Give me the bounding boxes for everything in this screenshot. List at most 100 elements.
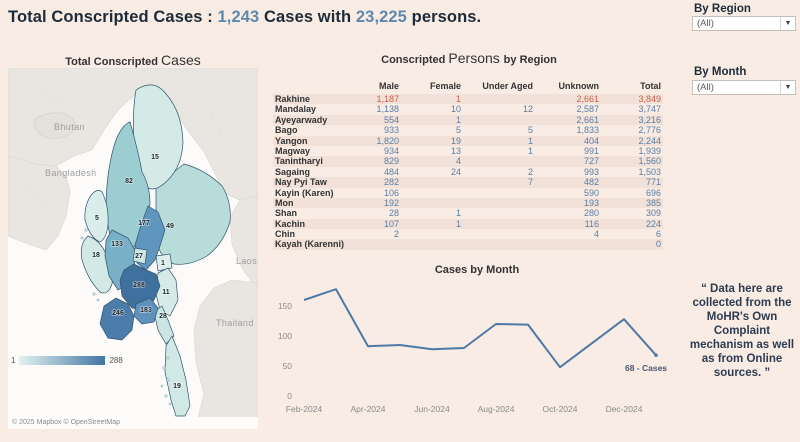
table-row[interactable]: Shan 28 1 280 309 bbox=[273, 208, 663, 218]
table-row[interactable]: Sagaing 484 24 2 993 1,503 bbox=[273, 167, 663, 177]
map-region-tanintharyi[interactable] bbox=[164, 335, 191, 417]
table-row[interactable]: Nay Pyi Taw 282 7 482 771 bbox=[273, 177, 663, 188]
value-cell: 484 bbox=[383, 166, 399, 177]
column-header[interactable]: Male bbox=[378, 81, 399, 91]
column-header[interactable]: Total bbox=[640, 81, 661, 91]
table-row[interactable]: Mandalay 1,138 10 12 2,587 3,747 bbox=[273, 104, 663, 114]
cases-line-series[interactable] bbox=[303, 288, 657, 369]
table-row[interactable]: Mon 192 193 385 bbox=[273, 197, 663, 209]
value-cell: 4 bbox=[455, 156, 461, 167]
column-header[interactable]: Unknown bbox=[558, 81, 600, 91]
chevron-down-icon[interactable]: ▼ bbox=[780, 17, 795, 30]
region-case-count: 19 bbox=[173, 383, 181, 390]
value-cell: 385 bbox=[645, 197, 661, 208]
map-region-chin[interactable] bbox=[84, 190, 109, 243]
table-row[interactable]: Bago 933 5 5 1,833 2,776 bbox=[273, 125, 663, 135]
value-cell: 1 bbox=[455, 114, 461, 125]
neighbour-countries bbox=[8, 68, 258, 418]
value-cell: 2,244 bbox=[638, 135, 661, 146]
value-cell: 3,747 bbox=[638, 104, 661, 115]
map-panel: Total Conscripted Cases Bhutan Bangladesh L… bbox=[8, 48, 258, 430]
bhutan-shape bbox=[33, 112, 76, 139]
value-cell: 7 bbox=[527, 177, 533, 188]
myanmar-choropleth-map[interactable]: Bhutan Bangladesh Laos Thailand 49 15 82 5 18 17… bbox=[8, 68, 258, 418]
value-cell: 1 bbox=[455, 218, 461, 229]
value-cell: 192 bbox=[383, 197, 399, 208]
region-name: Shan bbox=[275, 208, 298, 219]
column-header[interactable]: Under Aged bbox=[482, 81, 533, 91]
region-name: Chin bbox=[275, 229, 295, 240]
region-name: Kayin (Karen) bbox=[275, 187, 334, 198]
value-cell: 116 bbox=[584, 218, 599, 229]
value-cell: 482 bbox=[583, 177, 599, 188]
value-cell: 10 bbox=[450, 104, 461, 115]
map-region-mon[interactable] bbox=[153, 305, 175, 345]
legend-gradient-bar bbox=[19, 356, 106, 365]
legend-min: 1 bbox=[11, 356, 16, 365]
map-region-ayeyarwady[interactable] bbox=[99, 297, 135, 341]
map-region-kayin[interactable] bbox=[155, 267, 179, 317]
title-suffix: persons. bbox=[406, 8, 482, 26]
table-row[interactable]: Kachin 107 1 116 224 bbox=[273, 218, 663, 230]
table-row[interactable]: Rakhine 1,187 1 2,661 3,849 bbox=[273, 94, 663, 105]
table-row[interactable]: Tanintharyi 829 4 727 1,560 bbox=[273, 156, 663, 167]
table-row[interactable]: Chin 2 4 6 bbox=[273, 229, 663, 239]
value-cell: 1,560 bbox=[638, 156, 661, 167]
table-row[interactable]: Magway 934 13 1 991 1,939 bbox=[273, 146, 663, 156]
map-region-kayah[interactable] bbox=[155, 253, 173, 272]
country-label: Bangladesh bbox=[45, 168, 97, 178]
value-cell: 554 bbox=[383, 114, 399, 125]
value-cell: 1 bbox=[527, 145, 533, 156]
value-cell: 280 bbox=[583, 208, 599, 219]
table-row[interactable]: Yangon 1,820 19 1 404 2,244 bbox=[273, 135, 663, 146]
x-axis-tick: Jun-2024 bbox=[414, 404, 450, 414]
x-axis-tick: Dec-2024 bbox=[606, 404, 643, 414]
value-cell: 1 bbox=[527, 135, 533, 146]
value-cell: 309 bbox=[645, 208, 661, 219]
last-point-annotation: 68 - Cases bbox=[625, 363, 667, 373]
last-data-point[interactable] bbox=[654, 353, 658, 357]
map-region-yangon[interactable] bbox=[133, 297, 159, 325]
x-axis-tick: Apr-2024 bbox=[351, 404, 386, 414]
region-name: Bago bbox=[275, 125, 298, 136]
x-axis-tick: Oct-2024 bbox=[543, 404, 578, 414]
value-cell: 224 bbox=[645, 218, 661, 229]
admin-borders bbox=[22, 77, 224, 204]
month-filter-dropdown[interactable]: (All) ▼ bbox=[692, 80, 796, 95]
value-cell: 1,820 bbox=[376, 135, 399, 146]
cases-by-month-line-chart[interactable]: 0 50 100 150 Feb-2024 Apr-2024 Jun-2024 Aug-202… bbox=[262, 258, 692, 433]
value-cell: 28 bbox=[388, 208, 399, 219]
region-filter-dropdown[interactable]: (All) ▼ bbox=[692, 16, 796, 31]
y-axis-tick: 150 bbox=[278, 301, 292, 311]
table-row[interactable]: Kayah (Karenni) 0 bbox=[273, 239, 663, 250]
value-cell: 1,187 bbox=[376, 94, 399, 104]
x-axis-tick: Feb-2024 bbox=[286, 404, 323, 414]
legend-max: 288 bbox=[109, 356, 123, 365]
column-header[interactable]: Female bbox=[429, 81, 461, 91]
value-cell: 590 bbox=[583, 187, 599, 198]
map-region-naypyitaw[interactable] bbox=[132, 247, 148, 265]
region-name: Ayeyarwady bbox=[275, 114, 328, 125]
region-case-count: 82 bbox=[125, 178, 133, 185]
region-case-count: 288 bbox=[133, 282, 145, 289]
region-case-count: 27 bbox=[135, 253, 143, 260]
month-filter-value: (All) bbox=[697, 82, 714, 93]
table-row[interactable]: Kayin (Karen) 106 590 696 bbox=[273, 188, 663, 198]
chart-panel: Cases by Month 0 50 100 150 Feb-2024 Apr-2024… bbox=[262, 258, 692, 433]
table-row[interactable]: Ayeyarwady 554 1 2,661 3,216 bbox=[273, 114, 663, 126]
value-cell: 696 bbox=[645, 187, 661, 198]
y-axis-tick: 50 bbox=[283, 361, 293, 371]
value-cell: 282 bbox=[383, 177, 399, 188]
region-name: Mon bbox=[275, 197, 294, 208]
region-case-count: 18 bbox=[92, 252, 100, 259]
value-cell: 5 bbox=[527, 125, 533, 136]
chevron-down-icon[interactable]: ▼ bbox=[780, 81, 795, 94]
value-cell: 4 bbox=[593, 229, 599, 240]
value-cell: 3,216 bbox=[638, 114, 661, 125]
chart-title: Cases by Month bbox=[434, 264, 520, 276]
title-middle: Cases with bbox=[259, 8, 356, 26]
value-cell: 2,587 bbox=[576, 104, 599, 115]
region-filter-label: By Region bbox=[694, 3, 751, 15]
value-cell: 5 bbox=[455, 125, 461, 136]
